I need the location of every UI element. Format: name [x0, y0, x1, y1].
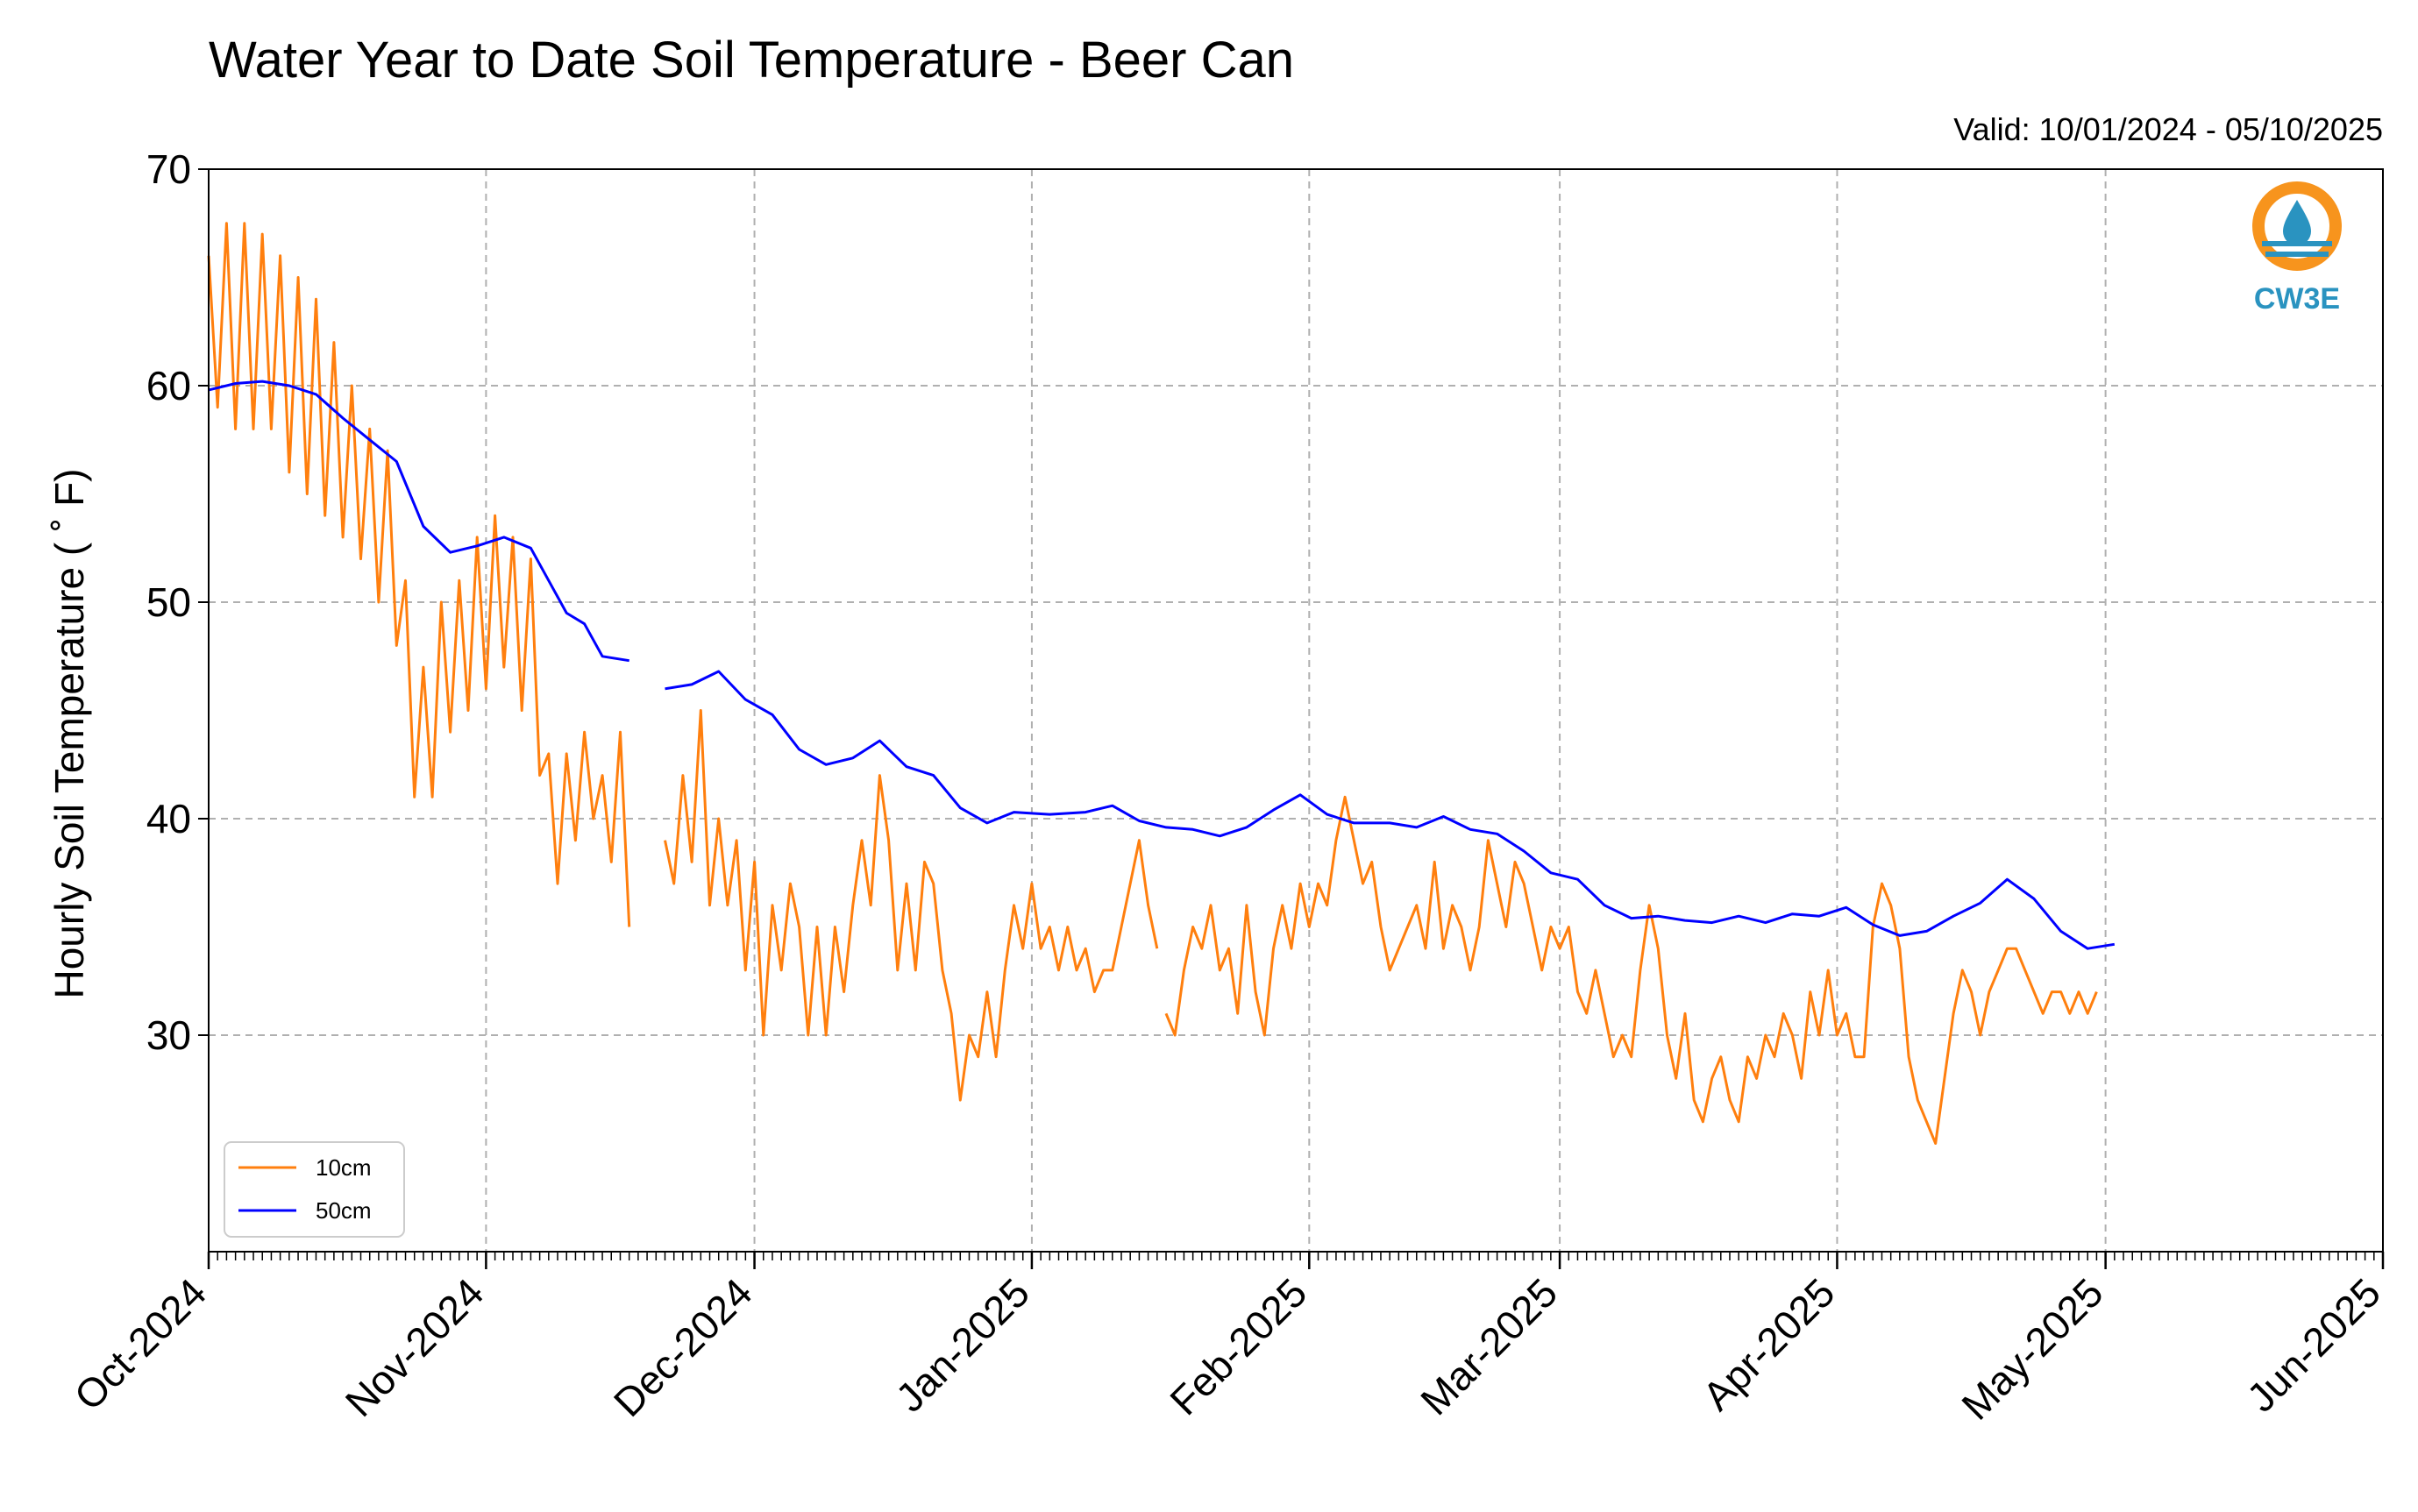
- y-axis: 30 40 50 60 70: [146, 146, 209, 1058]
- logo-ring: [2252, 181, 2342, 271]
- logo-wave: [2265, 252, 2329, 257]
- series-10cm-seg2: [664, 709, 1159, 1102]
- series-layer: [207, 222, 2116, 1145]
- y-tick-label: 30: [146, 1012, 191, 1058]
- water-drop-icon: [2283, 200, 2311, 245]
- logo-wave: [2262, 241, 2332, 246]
- chart-title: Water Year to Date Soil Temperature - Be…: [209, 32, 1294, 89]
- legend-label-10cm: 10cm: [316, 1154, 372, 1181]
- x-tick-label: Nov-2024: [337, 1269, 493, 1425]
- series-50cm-seg2: [665, 670, 2116, 950]
- legend-label-50cm: 50cm: [316, 1197, 372, 1224]
- series-10cm-seg3: [1164, 795, 2098, 1145]
- x-tick-label: Mar-2025: [1412, 1269, 1566, 1423]
- legend: 10cm 50cm: [224, 1141, 405, 1238]
- x-tick-label: May-2025: [1952, 1269, 2111, 1428]
- gridlines: [208, 168, 2384, 1252]
- y-tick-label: 60: [146, 363, 191, 408]
- x-tick-label: Apr-2025: [1694, 1269, 1844, 1419]
- x-tick-label: Feb-2025: [1161, 1269, 1315, 1423]
- logo-text: CW3E: [2254, 282, 2340, 316]
- x-tick-label: Oct-2024: [66, 1269, 216, 1419]
- cw3e-logo: CW3E: [2252, 181, 2342, 316]
- x-tick-label: Jun-2025: [2238, 1269, 2389, 1420]
- chart-subtitle: Valid: 10/01/2024 - 05/10/2025: [1953, 111, 2383, 147]
- y-axis-label: Hourly Soil Temperature ( ˚ F): [46, 469, 92, 999]
- y-tick-label: 40: [146, 796, 191, 841]
- plot-frame: [208, 168, 2384, 1253]
- x-axis: Oct-2024 Nov-2024 Dec-2024 Jan-2025 Feb-2025…: [66, 1252, 2389, 1429]
- legend-box: [224, 1141, 405, 1238]
- y-tick-label: 50: [146, 579, 191, 625]
- y-tick-label: 70: [146, 146, 191, 192]
- series-50cm: [208, 380, 629, 663]
- series-10cm: [207, 222, 631, 927]
- x-tick-label: Dec-2024: [605, 1269, 761, 1425]
- x-tick-label: Jan-2025: [887, 1269, 1038, 1420]
